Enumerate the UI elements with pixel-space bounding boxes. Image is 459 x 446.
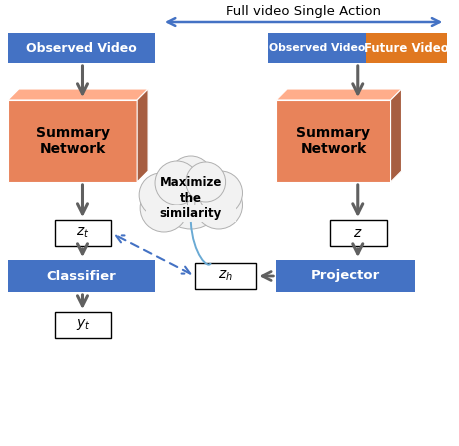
Bar xyxy=(194,263,256,289)
Text: Future Video: Future Video xyxy=(364,41,448,54)
Circle shape xyxy=(155,161,198,205)
Polygon shape xyxy=(276,89,401,100)
Polygon shape xyxy=(146,205,235,222)
Polygon shape xyxy=(8,89,148,100)
Bar xyxy=(365,33,446,63)
Text: Full video Single Action: Full video Single Action xyxy=(225,5,380,18)
Text: Classifier: Classifier xyxy=(46,269,116,282)
Bar xyxy=(268,33,365,63)
Circle shape xyxy=(185,162,225,202)
Text: Summary
Network: Summary Network xyxy=(296,126,369,156)
Circle shape xyxy=(140,184,187,232)
Text: $z_h$: $z_h$ xyxy=(218,269,233,283)
Circle shape xyxy=(194,181,242,229)
Text: $z$: $z$ xyxy=(353,226,362,240)
Text: Observed Video: Observed Video xyxy=(26,41,137,54)
Polygon shape xyxy=(390,89,401,182)
Bar xyxy=(276,260,414,292)
Text: $y_t$: $y_t$ xyxy=(75,318,90,333)
Circle shape xyxy=(198,171,242,215)
Circle shape xyxy=(139,173,183,217)
Circle shape xyxy=(157,161,224,229)
Text: $z_t$: $z_t$ xyxy=(76,226,90,240)
Bar xyxy=(55,220,111,246)
Circle shape xyxy=(168,156,212,200)
Polygon shape xyxy=(137,89,148,182)
Text: Projector: Projector xyxy=(311,269,380,282)
Bar xyxy=(55,312,111,338)
Bar xyxy=(8,33,155,63)
Text: Summary
Network: Summary Network xyxy=(35,126,109,156)
Text: Maximize
the
similarity: Maximize the similarity xyxy=(159,177,222,219)
Polygon shape xyxy=(8,100,137,182)
Bar xyxy=(329,220,386,246)
Polygon shape xyxy=(276,100,390,182)
Text: Observed Video: Observed Video xyxy=(268,43,364,53)
Bar xyxy=(8,260,155,292)
